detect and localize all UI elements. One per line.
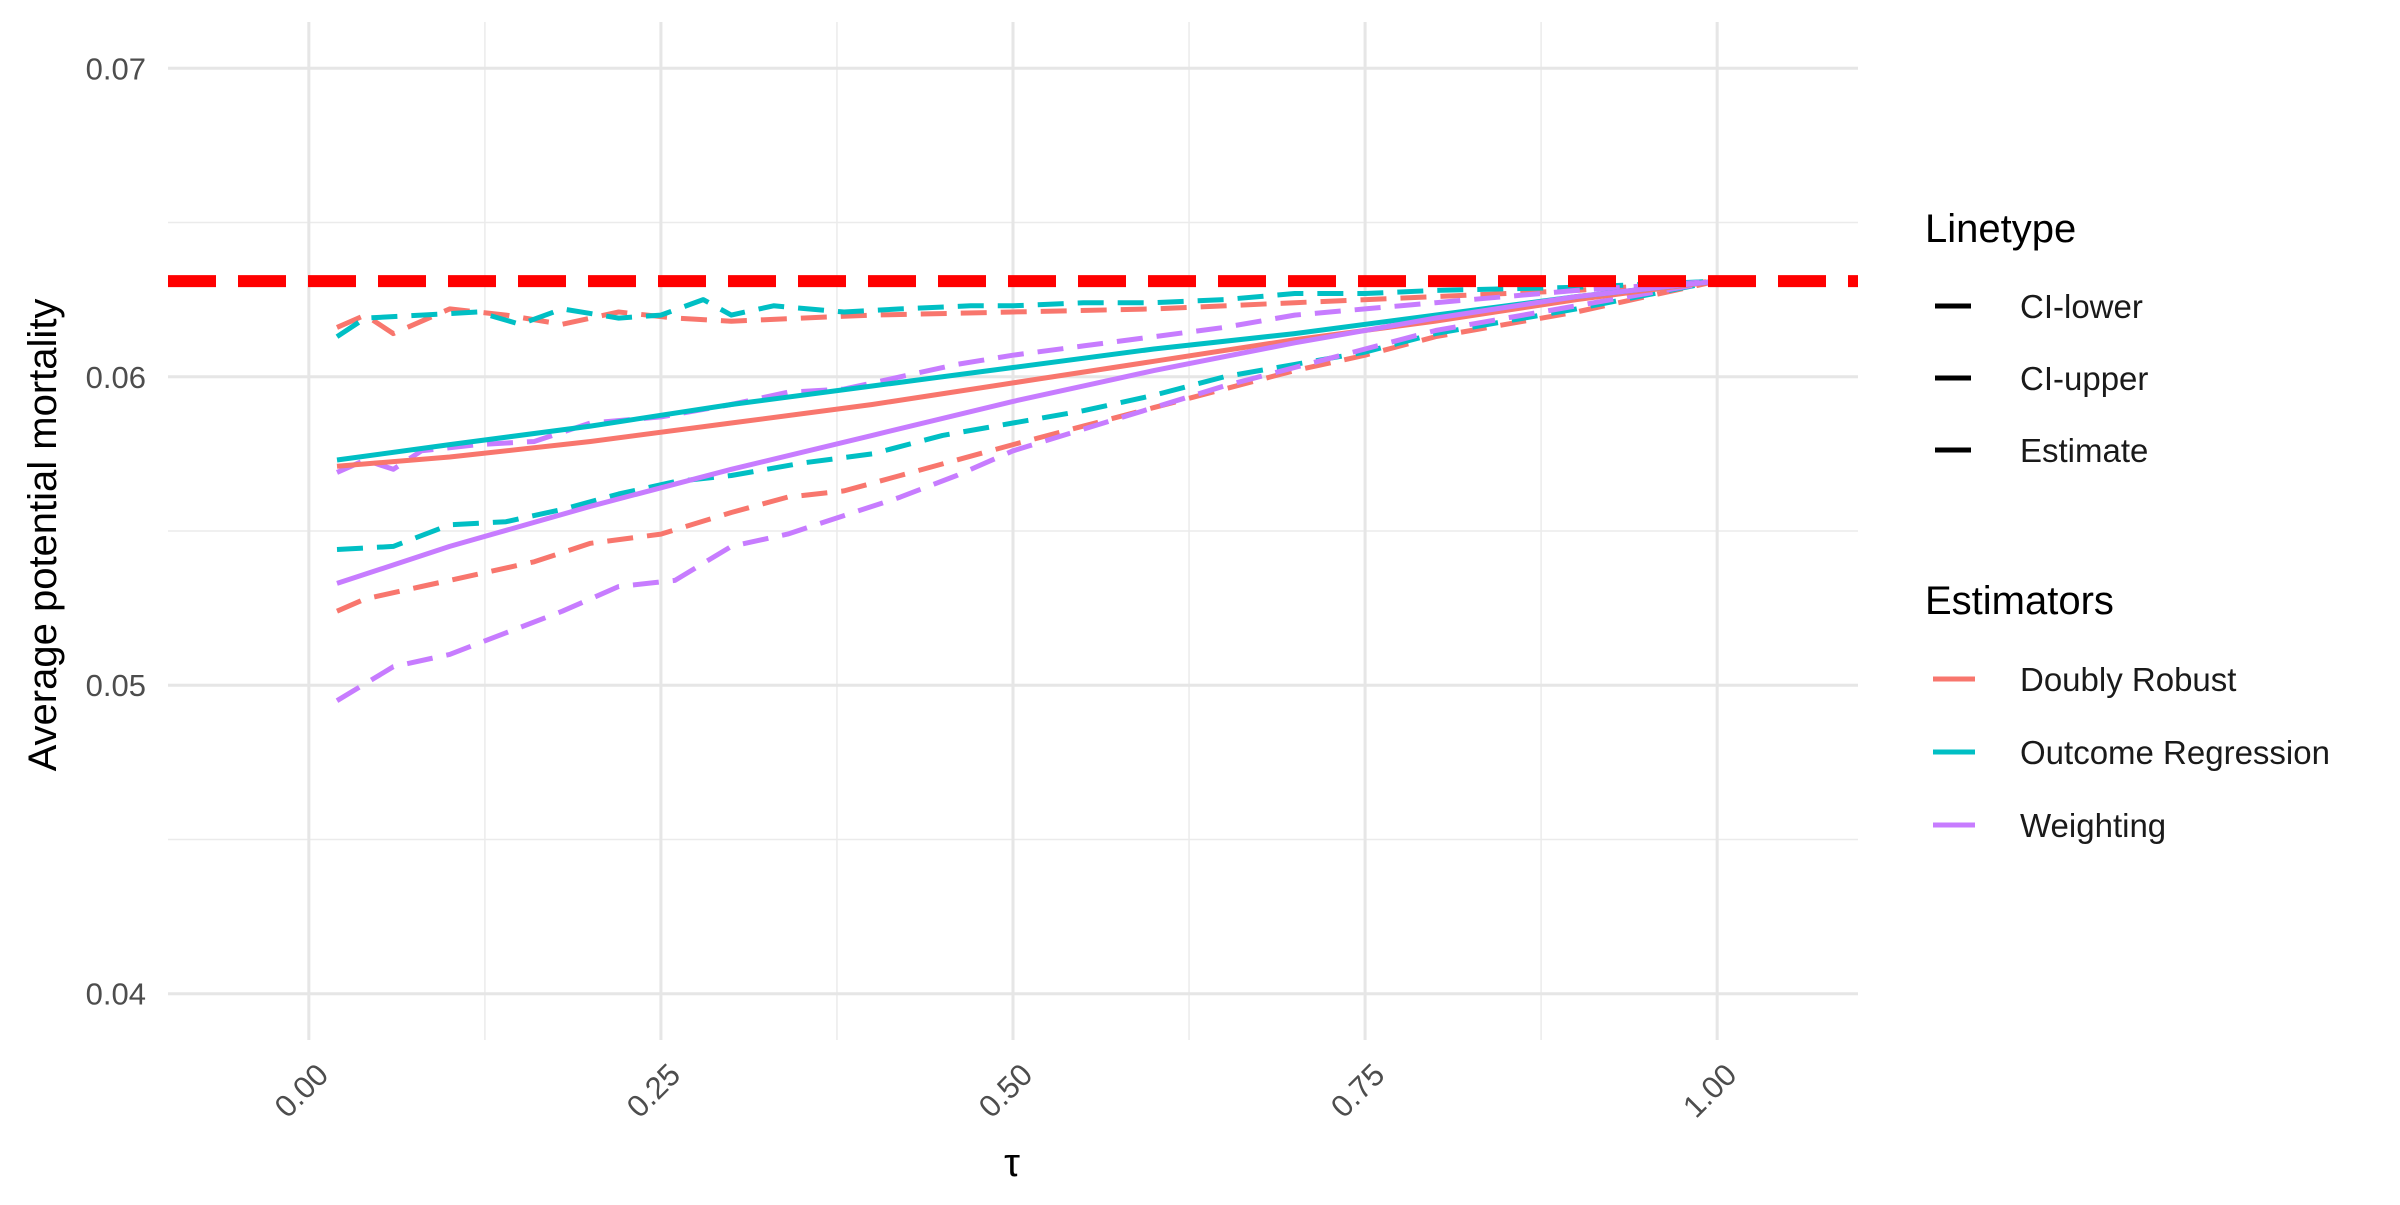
series-line-doubly-robust-ci-upper <box>336 278 1718 337</box>
series-line-outcome-regression-ci-lower <box>336 278 1718 552</box>
x-axis-title: τ <box>1004 1141 1020 1185</box>
series-lines <box>335 278 1718 703</box>
series-line-doubly-robust-estimate <box>336 278 1718 469</box>
y-axis-title: Average potential mortality <box>21 299 65 772</box>
legend-title-linetype: Linetype <box>1925 207 2076 251</box>
legend-title-estimators: Estimators <box>1925 579 2114 623</box>
series-line-weighting-estimate <box>336 278 1718 586</box>
legend-label-linetype: Estimate <box>2020 432 2148 469</box>
grid-lines <box>168 22 1858 1040</box>
x-tick-label: 0.50 <box>972 1057 1039 1124</box>
y-tick-label: 0.07 <box>86 51 146 86</box>
y-tick-label: 0.04 <box>86 977 146 1012</box>
series-line-doubly-robust-ci-lower <box>336 278 1718 614</box>
tick-labels: 0.00 0.25 0.50 0.75 1.00 0.04 0.05 0.06 0.07 <box>86 51 1744 1124</box>
x-tick-label: 1.00 <box>1676 1057 1743 1124</box>
legend-label-linetype: CI-upper <box>2020 360 2148 397</box>
legend-label-linetype: CI-lower <box>2020 288 2143 325</box>
series-line-weighting-ci-lower <box>335 278 1718 703</box>
x-tick-label: 0.25 <box>620 1057 687 1124</box>
legend: Linetype CI-lower CI-upper Estimate Estimato… <box>1925 207 2330 844</box>
legend-label-estimator: Outcome Regression <box>2020 734 2330 771</box>
legend-label-estimator: Weighting <box>2020 807 2166 844</box>
y-tick-label: 0.05 <box>86 668 146 703</box>
series-line-weighting-ci-upper <box>335 278 1718 475</box>
series-line-outcome-regression-ci-upper <box>335 278 1718 339</box>
y-tick-label: 0.06 <box>86 360 146 395</box>
x-tick-label: 0.00 <box>268 1057 335 1124</box>
legend-label-estimator: Doubly Robust <box>2020 661 2236 698</box>
x-tick-label: 0.75 <box>1324 1057 1391 1124</box>
